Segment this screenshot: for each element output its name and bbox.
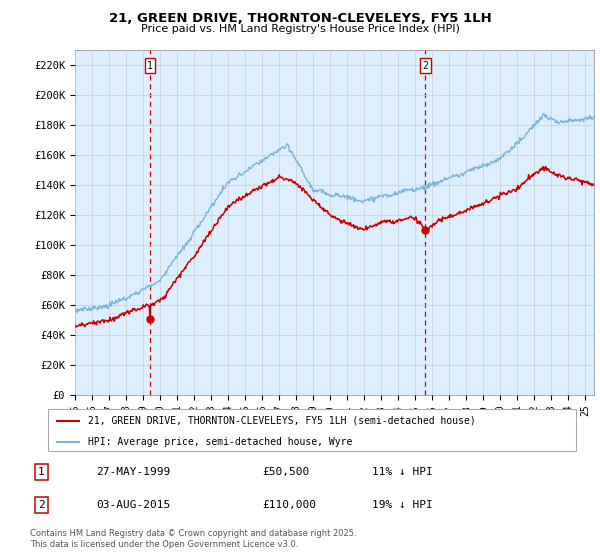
- Text: 21, GREEN DRIVE, THORNTON-CLEVELEYS, FY5 1LH: 21, GREEN DRIVE, THORNTON-CLEVELEYS, FY5…: [109, 12, 491, 25]
- Text: 03-AUG-2015: 03-AUG-2015: [96, 500, 170, 510]
- Text: HPI: Average price, semi-detached house, Wyre: HPI: Average price, semi-detached house,…: [88, 437, 352, 446]
- Text: 2: 2: [422, 61, 428, 71]
- Text: £50,500: £50,500: [262, 467, 309, 477]
- Text: 21, GREEN DRIVE, THORNTON-CLEVELEYS, FY5 1LH (semi-detached house): 21, GREEN DRIVE, THORNTON-CLEVELEYS, FY5…: [88, 416, 475, 426]
- Text: 1: 1: [147, 61, 153, 71]
- Text: £110,000: £110,000: [262, 500, 316, 510]
- Text: Price paid vs. HM Land Registry's House Price Index (HPI): Price paid vs. HM Land Registry's House …: [140, 24, 460, 34]
- FancyBboxPatch shape: [48, 409, 576, 451]
- Text: 19% ↓ HPI: 19% ↓ HPI: [372, 500, 433, 510]
- Text: 2: 2: [38, 500, 44, 510]
- Text: 11% ↓ HPI: 11% ↓ HPI: [372, 467, 433, 477]
- Text: 27-MAY-1999: 27-MAY-1999: [96, 467, 170, 477]
- Text: Contains HM Land Registry data © Crown copyright and database right 2025.
This d: Contains HM Land Registry data © Crown c…: [30, 529, 356, 549]
- Text: 1: 1: [38, 467, 44, 477]
